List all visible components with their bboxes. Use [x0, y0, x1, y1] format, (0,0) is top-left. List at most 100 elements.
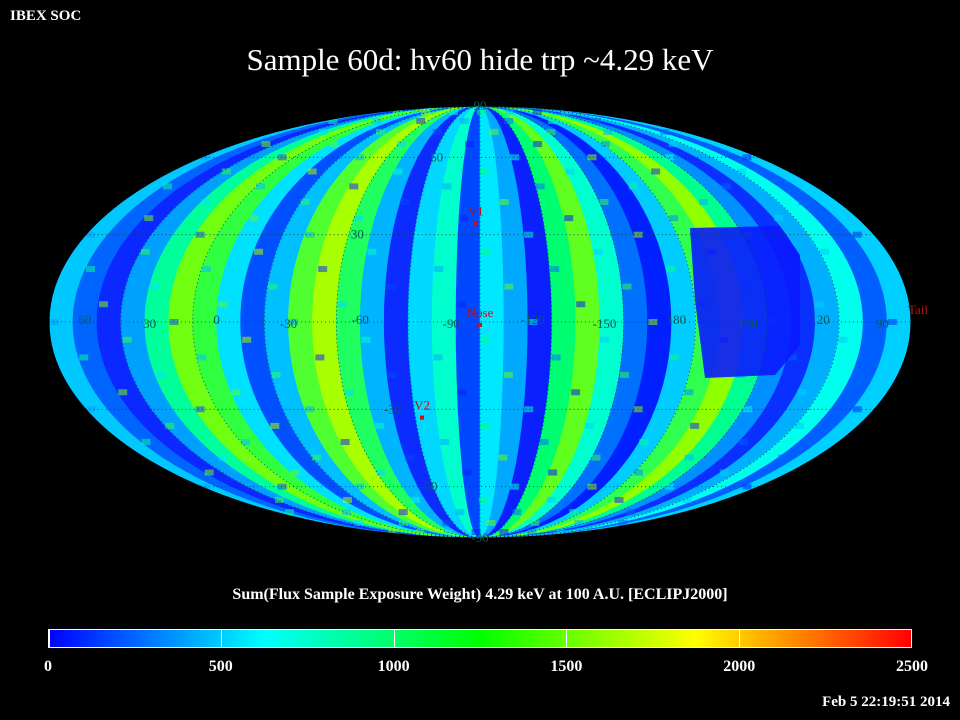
flux-pixel [565, 168, 575, 175]
longitude-label: -60 [352, 312, 369, 327]
flux-pixel [858, 283, 868, 290]
meridian-line [335, 106, 481, 538]
flux-pixel [201, 198, 211, 205]
flux-pixel [498, 454, 508, 461]
flux-pixel [318, 266, 328, 273]
flux-pixel [551, 354, 561, 361]
flux-pixel [550, 266, 560, 273]
flux-pixel [505, 108, 515, 115]
v2-marker [420, 415, 425, 420]
flux-pixel [814, 301, 824, 308]
flux-pixel [311, 454, 321, 461]
flux-pixel [354, 215, 364, 222]
flux-pixel [337, 301, 347, 308]
flux-pixel [618, 519, 628, 526]
flux-pixel [480, 422, 490, 429]
flux-pixel [393, 108, 403, 115]
flux-pixel [218, 454, 228, 461]
flux-pixel [546, 496, 556, 503]
flux-pixel [510, 483, 520, 490]
latitude-label: 60 [430, 149, 443, 164]
flux-pixel [639, 439, 649, 446]
flux-pixel [49, 319, 59, 325]
flux-pixel [669, 354, 679, 361]
flux-pixel [231, 389, 241, 396]
flux-pixel [79, 354, 89, 361]
flux-pixel [719, 469, 729, 476]
flux-pixel [684, 389, 694, 396]
flux-pixel [585, 422, 595, 429]
flux-pixel [415, 529, 425, 536]
flux-pixel [284, 509, 294, 516]
flux-pixel [442, 519, 452, 526]
flux-pixel [478, 496, 488, 503]
flux-pixel [795, 422, 805, 429]
flux-pixel [569, 509, 579, 516]
flux-pixel [393, 168, 403, 175]
flux-pixel [443, 529, 453, 536]
flux-pixel [241, 439, 251, 446]
flux-pixel [587, 483, 597, 490]
flux-pixel [197, 354, 207, 361]
flux-pixel [398, 509, 408, 516]
longitude-label: 30 [143, 316, 156, 331]
flux-pixel [777, 454, 787, 461]
v1-marker [473, 221, 478, 226]
flux-pixel [489, 128, 499, 135]
flux-pixel [539, 439, 549, 446]
flux-pixel [204, 469, 214, 476]
flux-pixel [354, 519, 364, 526]
flux-pixel [341, 509, 351, 516]
flux-pixel [305, 406, 315, 413]
flux-pixel [722, 183, 732, 190]
graticule [49, 106, 911, 538]
longitude-label: -30 [280, 316, 297, 331]
latitude-label: -30 [384, 401, 401, 416]
flux-pixel [457, 389, 467, 396]
colorbar-tick [566, 630, 568, 647]
flux-pixel [387, 529, 397, 536]
flux-pixel [155, 371, 165, 378]
flux-pixel [442, 183, 452, 190]
longitude-label: 60 [78, 312, 91, 327]
flux-pixel [648, 319, 658, 325]
flux-pixel [249, 215, 259, 222]
flux-pixel [405, 454, 415, 461]
flux-pixel [887, 319, 897, 325]
nose-marker [478, 322, 482, 327]
flux-pixel [268, 283, 278, 290]
colorbar [48, 629, 912, 648]
flux-pixel [200, 154, 210, 161]
flux-pixel [666, 266, 676, 273]
flux-pixel [614, 496, 624, 503]
colorbar-tick [738, 630, 740, 647]
flux-pixel [486, 519, 496, 526]
flux-pixel [386, 283, 396, 290]
flux-pixel [838, 336, 848, 343]
flux-pixel [651, 168, 661, 175]
flux-pixel [535, 183, 545, 190]
nose-label: Nose [467, 305, 494, 320]
colorbar-tick-label: 0 [44, 658, 52, 675]
flux-pixel [479, 168, 489, 175]
organization-label: IBEX SOC [10, 8, 82, 24]
flux-pixel [421, 108, 431, 115]
flux-pixel [555, 529, 565, 536]
flux-pixel [315, 354, 325, 361]
flux-pixel [471, 529, 481, 536]
flux-pixel [787, 354, 797, 361]
flux-pixel [459, 215, 469, 222]
flux-pixel [86, 266, 96, 273]
flux-pixel [440, 439, 450, 446]
flux-pixel [398, 519, 408, 526]
flux-pixel [305, 231, 315, 238]
flux-pixel [499, 198, 509, 205]
flux-pixel [684, 454, 694, 461]
flux-pixel [587, 154, 597, 161]
flux-pixel [564, 215, 574, 222]
flux-pixel [375, 422, 385, 429]
flux-pixel [387, 371, 397, 378]
graticule-labels: 90 60 30 -30 -60 -90 60 30 0 -30 -60 -90 -120 -150 180… [78, 98, 888, 545]
flux-pixel [307, 168, 317, 175]
flux-pixel [162, 183, 172, 190]
